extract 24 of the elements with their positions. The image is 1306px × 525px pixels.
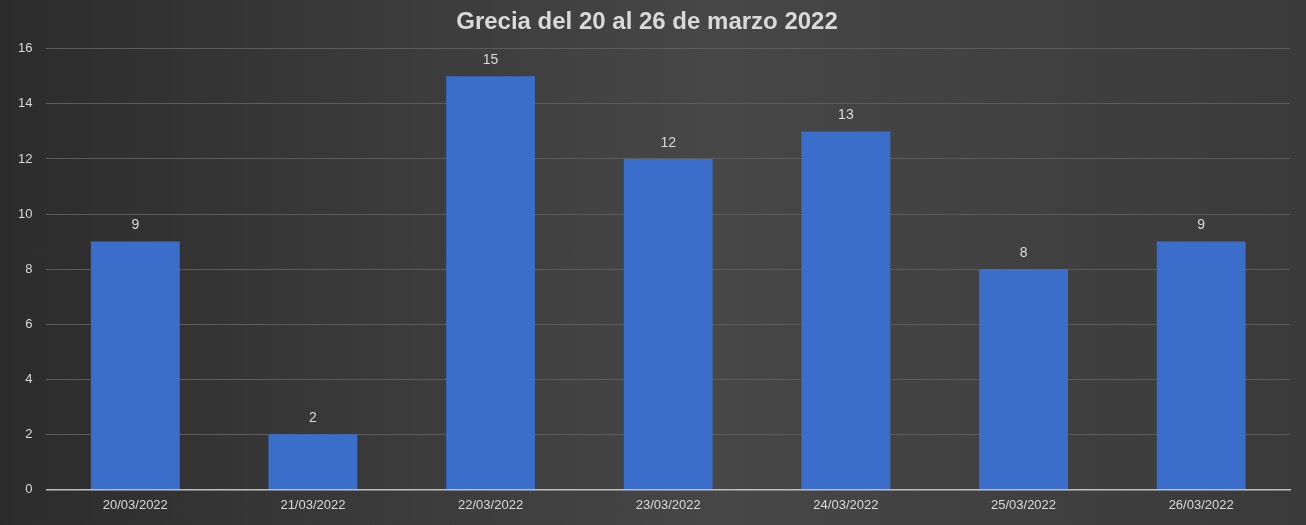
y-tick-label: 12	[17, 150, 33, 166]
y-tick-label: 8	[25, 260, 33, 276]
y-tick-label: 16	[17, 40, 33, 56]
x-tick-label: 26/03/2022	[1168, 496, 1234, 512]
y-tick-label: 14	[17, 95, 33, 111]
data-label: 12	[660, 133, 677, 150]
data-label: 13	[838, 106, 854, 123]
x-tick-label: 20/03/2022	[102, 496, 168, 512]
x-tick-label: 21/03/2022	[280, 496, 346, 512]
y-tick-label: 0	[25, 480, 33, 496]
x-tick-label: 24/03/2022	[813, 496, 879, 512]
x-tick-label: 25/03/2022	[990, 496, 1057, 512]
data-label: 9	[1197, 216, 1206, 233]
data-label: 2	[309, 409, 318, 426]
data-label: 15	[482, 51, 499, 68]
data-label: 9	[131, 216, 140, 233]
y-tick-label: 6	[25, 315, 33, 331]
y-tick-label: 4	[25, 370, 33, 386]
chart-title: Grecia del 20 al 26 de marzo 2022	[456, 7, 838, 35]
data-label: 8	[1019, 243, 1028, 260]
y-tick-label: 10	[17, 205, 33, 221]
y-tick-label: 2	[25, 425, 33, 441]
x-tick-label: 23/03/2022	[635, 496, 701, 512]
x-tick-label: 22/03/2022	[458, 496, 524, 512]
